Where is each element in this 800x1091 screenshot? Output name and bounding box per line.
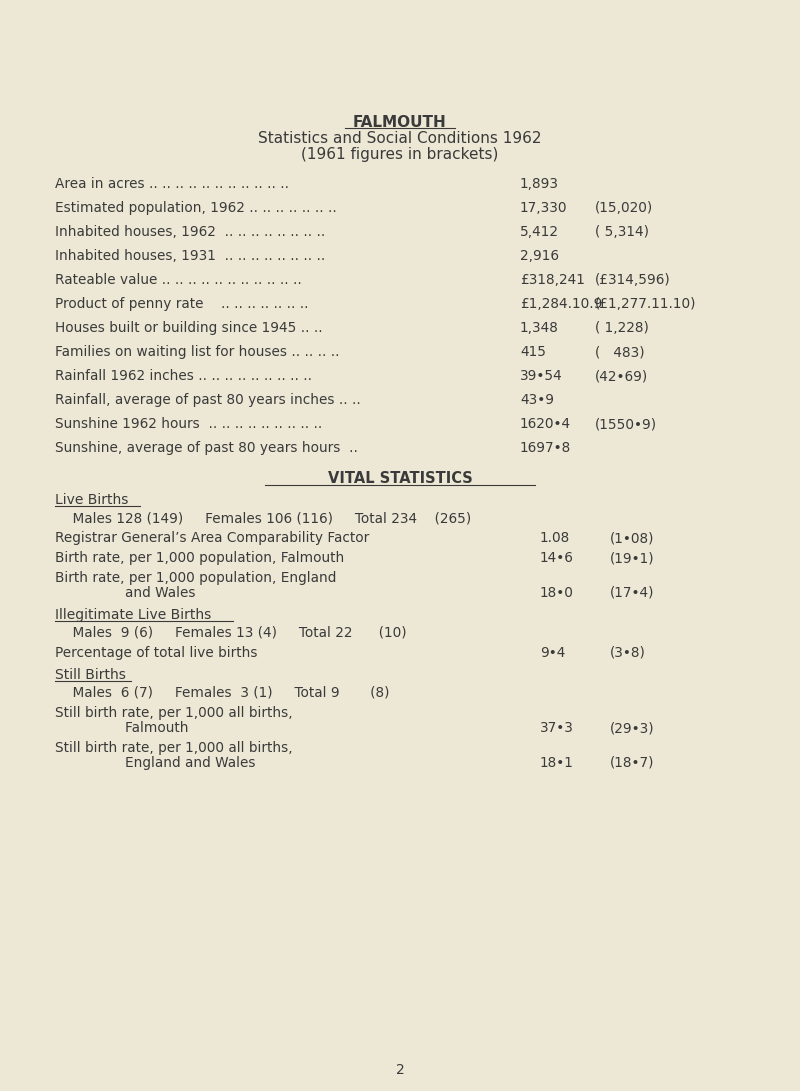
Text: (3•8): (3•8) <box>610 646 646 660</box>
Text: ( 1,228): ( 1,228) <box>595 321 649 335</box>
Text: Inhabited houses, 1962  .. .. .. .. .. .. .. ..: Inhabited houses, 1962 .. .. .. .. .. ..… <box>55 225 326 239</box>
Text: (15,020): (15,020) <box>595 201 654 215</box>
Text: Inhabited houses, 1931  .. .. .. .. .. .. .. ..: Inhabited houses, 1931 .. .. .. .. .. ..… <box>55 249 326 263</box>
Text: Still birth rate, per 1,000 all births,: Still birth rate, per 1,000 all births, <box>55 706 293 720</box>
Text: 37•3: 37•3 <box>540 721 574 735</box>
Text: £318,241: £318,241 <box>520 273 585 287</box>
Text: (1550•9): (1550•9) <box>595 417 657 431</box>
Text: Rateable value .. .. .. .. .. .. .. .. .. .. ..: Rateable value .. .. .. .. .. .. .. .. .… <box>55 273 302 287</box>
Text: 18•0: 18•0 <box>540 586 574 600</box>
Text: England and Wales: England and Wales <box>55 756 255 770</box>
Text: £1,284.10.9: £1,284.10.9 <box>520 297 602 311</box>
Text: (29•3): (29•3) <box>610 721 654 735</box>
Text: (19•1): (19•1) <box>610 551 654 565</box>
Text: (18•7): (18•7) <box>610 756 654 770</box>
Text: Live Births: Live Births <box>55 493 128 507</box>
Text: 17,330: 17,330 <box>520 201 567 215</box>
Text: Sunshine, average of past 80 years hours  ..: Sunshine, average of past 80 years hours… <box>55 441 358 455</box>
Text: FALMOUTH: FALMOUTH <box>353 115 447 130</box>
Text: Illegitimate Live Births: Illegitimate Live Births <box>55 608 211 622</box>
Text: (1•08): (1•08) <box>610 531 654 546</box>
Text: Birth rate, per 1,000 population, England: Birth rate, per 1,000 population, Englan… <box>55 571 336 585</box>
Text: (£314,596): (£314,596) <box>595 273 670 287</box>
Text: 43•9: 43•9 <box>520 393 554 407</box>
Text: Males 128 (149)     Females 106 (116)     Total 234    (265): Males 128 (149) Females 106 (116) Total … <box>55 511 471 525</box>
Text: Still Births: Still Births <box>55 668 126 682</box>
Text: Statistics and Social Conditions 1962: Statistics and Social Conditions 1962 <box>258 131 542 146</box>
Text: 1620•4: 1620•4 <box>520 417 571 431</box>
Text: Area in acres .. .. .. .. .. .. .. .. .. .. ..: Area in acres .. .. .. .. .. .. .. .. ..… <box>55 177 289 191</box>
Text: 18•1: 18•1 <box>540 756 574 770</box>
Text: Rainfall 1962 inches .. .. .. .. .. .. .. .. ..: Rainfall 1962 inches .. .. .. .. .. .. .… <box>55 369 312 383</box>
Text: Males  9 (6)     Females 13 (4)     Total 22      (10): Males 9 (6) Females 13 (4) Total 22 (10) <box>55 626 406 640</box>
Text: Rainfall, average of past 80 years inches .. ..: Rainfall, average of past 80 years inche… <box>55 393 361 407</box>
Text: 415: 415 <box>520 345 546 359</box>
Text: 1.08: 1.08 <box>540 531 570 546</box>
Text: 2: 2 <box>396 1063 404 1077</box>
Text: Still birth rate, per 1,000 all births,: Still birth rate, per 1,000 all births, <box>55 741 293 755</box>
Text: Birth rate, per 1,000 population, Falmouth: Birth rate, per 1,000 population, Falmou… <box>55 551 344 565</box>
Text: Percentage of total live births: Percentage of total live births <box>55 646 258 660</box>
Text: 39•54: 39•54 <box>520 369 562 383</box>
Text: VITAL STATISTICS: VITAL STATISTICS <box>328 471 472 485</box>
Text: ( 5,314): ( 5,314) <box>595 225 649 239</box>
Text: (1961 figures in brackets): (1961 figures in brackets) <box>302 147 498 161</box>
Text: Product of penny rate    .. .. .. .. .. .. ..: Product of penny rate .. .. .. .. .. .. … <box>55 297 309 311</box>
Text: Males  6 (7)     Females  3 (1)     Total 9       (8): Males 6 (7) Females 3 (1) Total 9 (8) <box>55 686 390 700</box>
Text: Registrar General’s Area Comparability Factor: Registrar General’s Area Comparability F… <box>55 531 370 546</box>
Text: and Wales: and Wales <box>55 586 195 600</box>
Text: (17•4): (17•4) <box>610 586 654 600</box>
Text: (42•69): (42•69) <box>595 369 648 383</box>
Text: Falmouth: Falmouth <box>55 721 189 735</box>
Text: Estimated population, 1962 .. .. .. .. .. .. ..: Estimated population, 1962 .. .. .. .. .… <box>55 201 337 215</box>
Text: 2,916: 2,916 <box>520 249 559 263</box>
Text: 1697•8: 1697•8 <box>520 441 571 455</box>
Text: Sunshine 1962 hours  .. .. .. .. .. .. .. .. ..: Sunshine 1962 hours .. .. .. .. .. .. ..… <box>55 417 322 431</box>
Text: 5,412: 5,412 <box>520 225 559 239</box>
Text: Families on waiting list for houses .. .. .. ..: Families on waiting list for houses .. .… <box>55 345 339 359</box>
Text: Houses built or building since 1945 .. ..: Houses built or building since 1945 .. .… <box>55 321 322 335</box>
Text: 1,893: 1,893 <box>520 177 559 191</box>
Text: (£1,277.11.10): (£1,277.11.10) <box>595 297 697 311</box>
Text: 9•4: 9•4 <box>540 646 566 660</box>
Text: 14•6: 14•6 <box>540 551 574 565</box>
Text: (   483): ( 483) <box>595 345 645 359</box>
Text: 1,348: 1,348 <box>520 321 559 335</box>
